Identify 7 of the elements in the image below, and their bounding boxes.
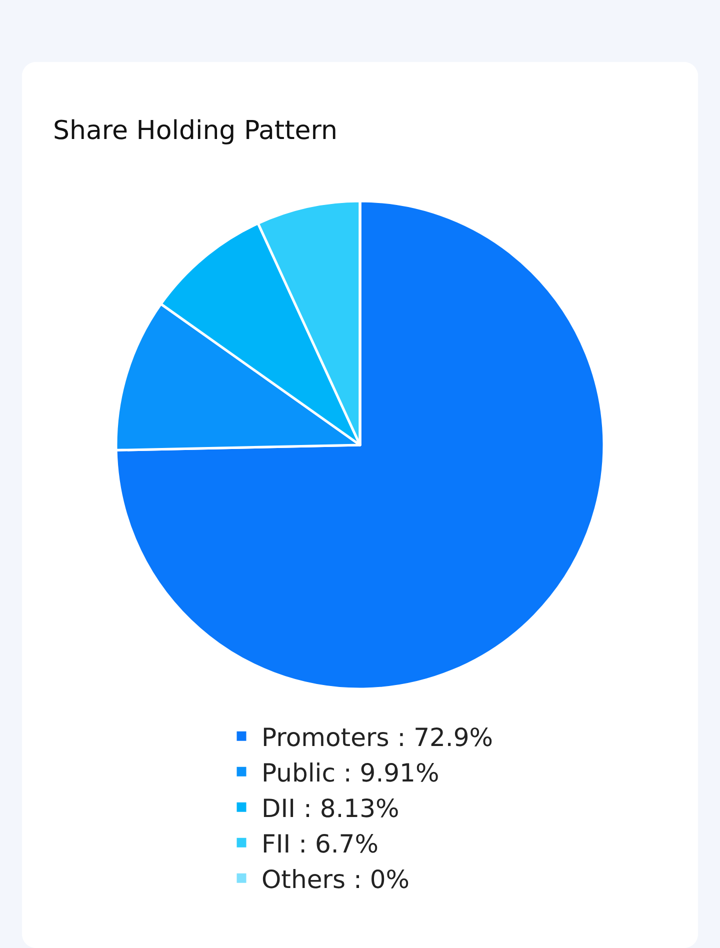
legend-label: Promoters : 72.9% bbox=[262, 722, 494, 752]
legend-label: DII : 8.13% bbox=[262, 794, 400, 823]
pie-slice bbox=[114, 200, 605, 690]
legend-label: Public : 9.91% bbox=[262, 758, 440, 788]
legend-label: FII : 6.7% bbox=[262, 829, 378, 858]
chart-title: Share Holding Pattern bbox=[53, 116, 338, 146]
legend-label: Others : 0% bbox=[262, 864, 410, 894]
